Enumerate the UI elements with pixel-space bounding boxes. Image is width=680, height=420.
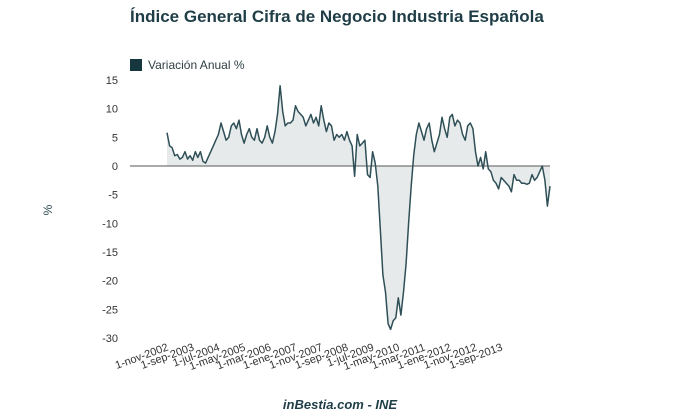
y-tick-label: -20 [102,276,118,288]
y-tick-label: -15 [102,247,118,259]
series-line [166,84,551,331]
footer-source: inBestia.com - INE [282,397,398,412]
y-tick-label: 0 [112,161,118,173]
x-axis-ticks: 1-nov-20021-sep-20031-jul-20041-may-2005… [114,342,505,373]
y-tick-label: -5 [108,190,118,202]
chart-title: Índice General Cifra de Negocio Industri… [130,7,544,26]
legend-swatch [130,59,142,71]
y-tick-label: 5 [112,132,118,144]
y-axis-label: % [41,204,55,215]
y-tick-label: 10 [106,104,118,116]
legend: Variación Anual % [130,58,245,72]
y-tick-label: -10 [102,218,118,230]
y-tick-label: -25 [102,304,118,316]
y-tick-label: 15 [106,75,118,87]
y-tick-label: -30 [102,333,118,345]
series-area [167,85,550,330]
y-axis-ticks: 15 10 5 0 -5 -10 -15 -20 -25 -30 [102,75,118,345]
legend-label: Variación Anual % [148,58,245,72]
